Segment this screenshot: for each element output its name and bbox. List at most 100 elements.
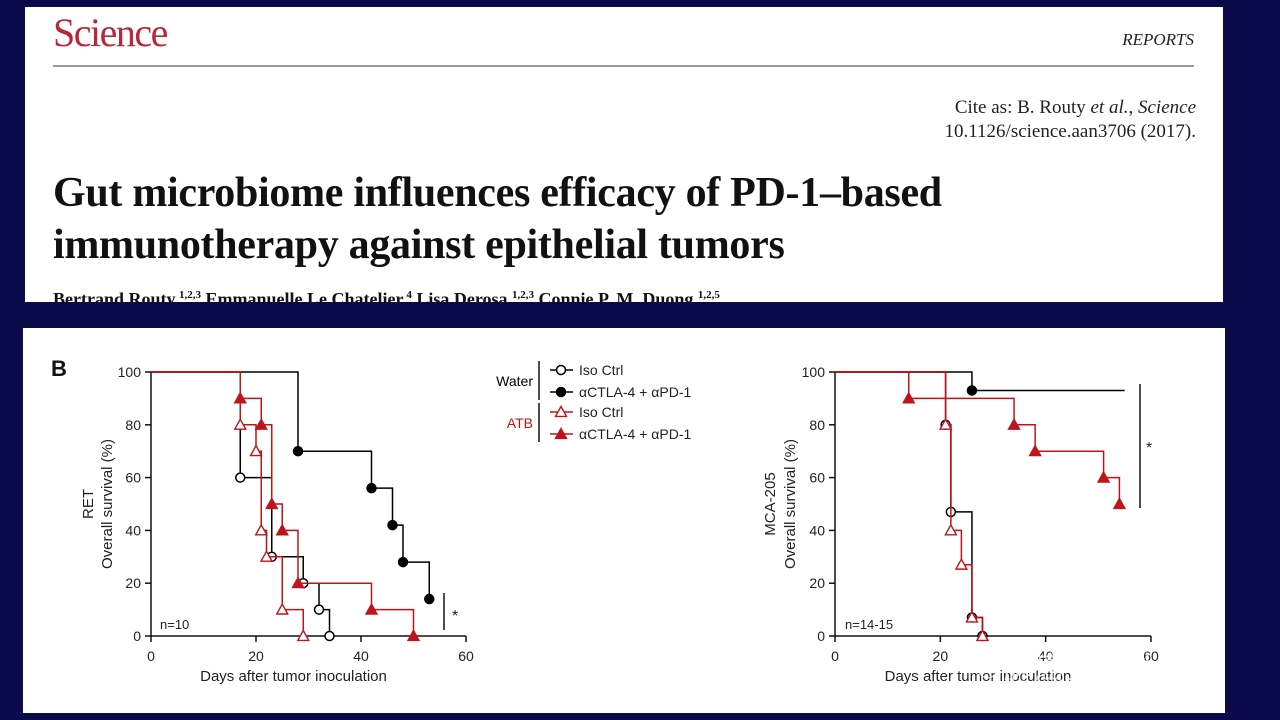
data-point	[554, 427, 568, 440]
survival-curve	[835, 371, 1125, 392]
data-point	[1096, 470, 1111, 483]
data-point	[292, 445, 304, 457]
data-point	[265, 497, 279, 510]
legend-entry: Iso Ctrl	[579, 362, 623, 378]
data-point	[275, 523, 289, 536]
cite-doi: 10.1126/science.aan3706 (2017).	[944, 121, 1197, 142]
figure-legend: Water Iso Ctrl αCTLA-4 + αPD-1 ATB Iso Ctrl α…	[496, 361, 691, 442]
data-point	[975, 629, 990, 642]
x-tick-label: 20	[933, 648, 949, 664]
data-point	[366, 482, 377, 494]
y-tick-label: 60	[809, 470, 825, 486]
y-axis-label: Overall survival (%)	[99, 439, 116, 569]
data-point	[555, 364, 567, 376]
x-tick-label: 60	[1143, 648, 1159, 664]
watermark: ✇ 肺癌多学科会诊	[976, 643, 1213, 687]
y-axis-label: Overall survival (%)	[782, 439, 799, 569]
survival-figure: B 0 20 40 60 80 100 0 20 40 60 Days after tumor ino…	[51, 356, 1159, 685]
article-header: Science REPORTS Cite as: B. Routy et al.…	[25, 7, 1223, 302]
data-point	[324, 630, 335, 642]
data-point	[424, 593, 435, 605]
author-affiliation: 1,2,5	[697, 289, 720, 301]
significance-star: *	[1146, 440, 1152, 457]
y-tick-label: 40	[125, 522, 141, 538]
x-tick-label: 0	[831, 648, 839, 664]
title-line-2: immunotherapy against epithelial tumors	[53, 222, 785, 268]
journal-logo: Science	[53, 10, 168, 55]
y-tick-label: 80	[809, 417, 825, 433]
author-affiliation: 4	[406, 289, 412, 301]
header-divider	[53, 65, 1194, 67]
survival-curve	[835, 371, 984, 636]
survival-curve	[835, 371, 984, 636]
y-tick-label: 40	[809, 522, 825, 538]
legend-entry: αCTLA-4 + αPD-1	[579, 426, 691, 442]
significance-bracket-2: *	[1139, 384, 1152, 508]
section-label: REPORTS	[1122, 30, 1194, 49]
legend-entry: αCTLA-4 + αPD-1	[579, 384, 691, 400]
survival-curve	[835, 371, 1121, 504]
cite-sep: ,	[1128, 97, 1138, 118]
data-point	[1007, 417, 1021, 430]
watermark-text: 肺癌多学科会诊	[1003, 651, 1214, 686]
data-point	[406, 629, 421, 642]
data-point	[364, 602, 379, 615]
data-point	[554, 405, 568, 418]
survival-curve	[151, 371, 415, 636]
survival-chart-1: 0 20 40 60 80 100 0 20 40 60 Days after tumor inoc…	[80, 364, 474, 685]
data-point	[249, 444, 263, 457]
data-point	[387, 519, 398, 531]
y-tick-label: 20	[809, 575, 825, 591]
x-axis-label: Days after tumor inoculation	[200, 668, 387, 685]
cite-etal: et al.	[1090, 97, 1129, 118]
y-tick-label: 80	[125, 417, 141, 433]
y-tick-label: 100	[118, 364, 142, 380]
data-point	[944, 523, 958, 536]
x-tick-label: 20	[248, 648, 264, 664]
author-list: Bertrand Routy,1,2,3 Emmanuelle Le Chate…	[53, 289, 720, 302]
data-point	[555, 386, 567, 398]
legend-group-label: ATB	[507, 415, 533, 431]
data-point	[954, 557, 969, 570]
author-affiliation: 1,2,3	[179, 289, 201, 301]
author-name: Connie P. M. Duong,	[533, 289, 698, 302]
survival-chart-2: 0 20 40 60 80 100 0 20 40 60 Days after tumor inoc…	[762, 364, 1159, 685]
author-name: Bertrand Routy,	[53, 289, 179, 302]
author-affiliation: 1,2,3	[511, 289, 534, 301]
x-tick-label: 40	[353, 648, 369, 664]
y-tick-label: 100	[802, 364, 826, 380]
y-tick-label: 0	[133, 628, 141, 644]
figure-panel: B 0 20 40 60 80 100 0 20 40 60 Days after tumor ino…	[23, 328, 1225, 713]
data-point	[291, 576, 305, 589]
data-point	[233, 417, 247, 430]
y-axis-label-model: RET	[80, 489, 97, 519]
citation: Cite as: B. Routy et al., Science 10.112…	[945, 96, 1197, 144]
data-point	[235, 472, 246, 483]
data-point	[965, 610, 979, 623]
sample-size-annotation: n=14-15	[845, 617, 893, 632]
data-point	[902, 391, 916, 404]
sample-size-annotation: n=10	[160, 617, 189, 632]
data-point	[254, 417, 268, 430]
legend-group-label: Water	[496, 373, 533, 389]
cite-journal: Science	[1137, 97, 1196, 118]
wechat-icon: ✇	[976, 652, 1000, 685]
y-tick-label: 20	[125, 575, 141, 591]
data-point	[1112, 497, 1127, 510]
data-point	[313, 604, 325, 615]
data-point	[296, 629, 310, 642]
x-tick-label: 40	[1038, 648, 1054, 664]
author-name: Lisa Derosa,	[411, 289, 512, 302]
cite-prefix: Cite as: B. Routy	[954, 97, 1091, 118]
significance-bracket-1: *	[443, 593, 458, 630]
x-tick-label: 60	[458, 648, 474, 664]
x-axis-label: Days after tumor inoculation	[885, 668, 1072, 685]
author-name: Emmanuelle Le Chatelier,	[201, 289, 407, 302]
y-tick-label: 60	[125, 470, 141, 486]
title-line-1: Gut microbiome influences efficacy of PD…	[53, 170, 942, 216]
y-axis-label-model: MCA-205	[762, 472, 779, 535]
survival-curve	[151, 371, 430, 600]
data-point	[259, 549, 274, 562]
data-point	[1028, 444, 1042, 457]
x-tick-label: 0	[147, 648, 155, 664]
